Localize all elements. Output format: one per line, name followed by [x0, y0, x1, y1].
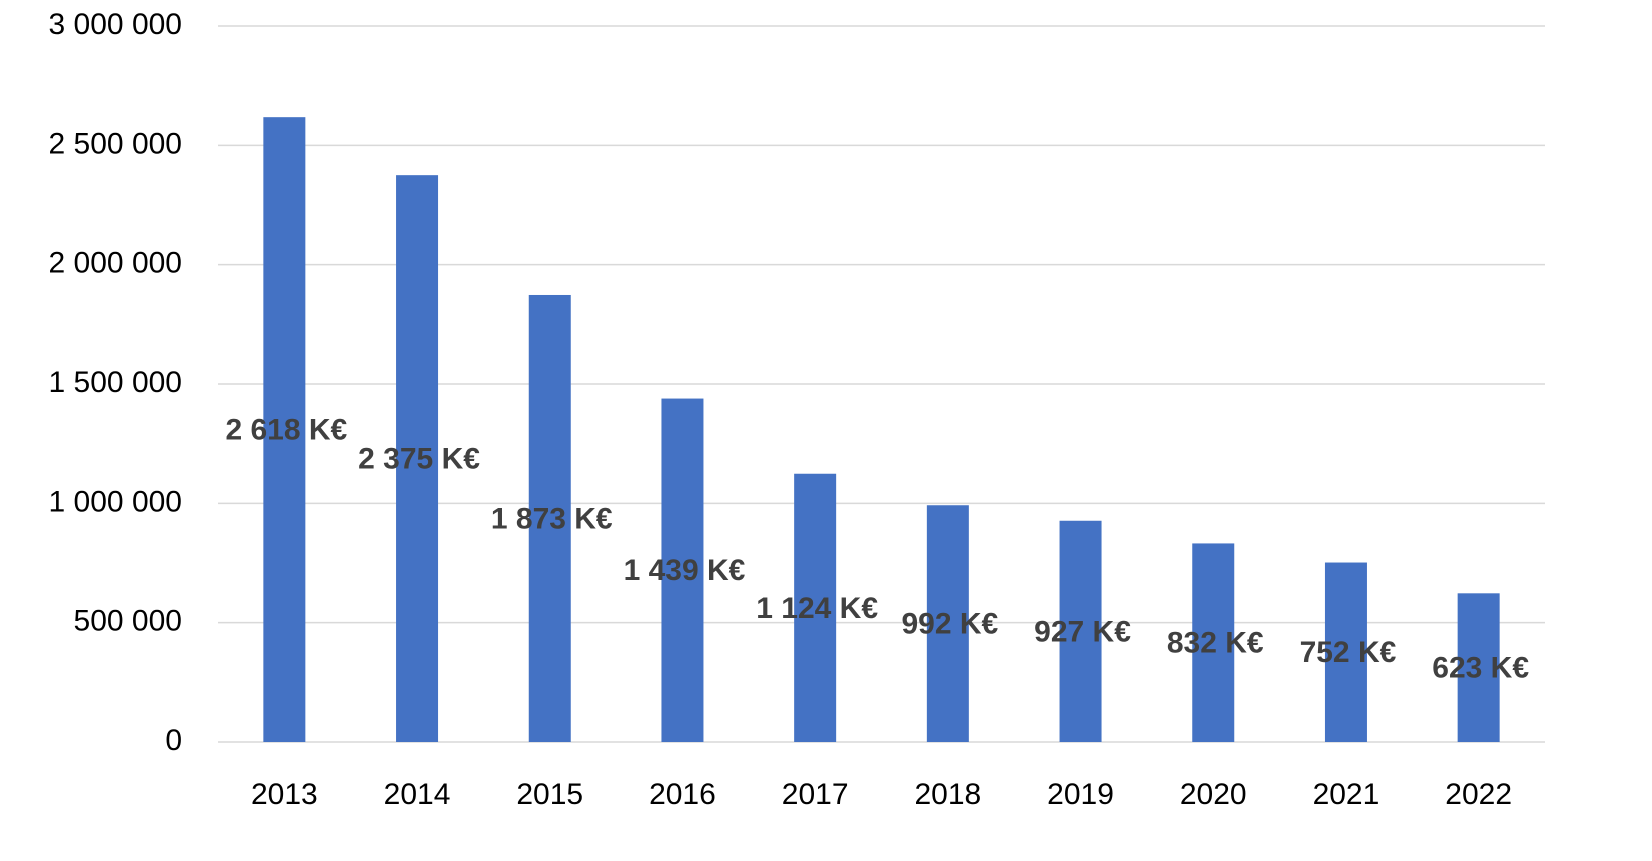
data-label: 2 375 K€ [358, 443, 480, 476]
data-label: 1 439 K€ [624, 554, 746, 587]
x-tick-label: 2021 [1313, 778, 1380, 811]
x-tick-label: 2014 [384, 778, 451, 811]
y-tick-label: 1 500 000 [49, 366, 182, 399]
x-tick-label: 2019 [1047, 778, 1114, 811]
data-label: 752 K€ [1300, 636, 1397, 669]
bar [794, 473, 837, 742]
data-label: 1 124 K€ [756, 592, 878, 625]
x-tick-label: 2018 [914, 778, 981, 811]
bar [1192, 543, 1235, 742]
bar [528, 294, 571, 742]
data-label: 1 873 K€ [491, 502, 613, 535]
bar [661, 398, 704, 742]
y-tick-label: 1 000 000 [49, 485, 182, 518]
x-tick-label: 2013 [251, 778, 318, 811]
x-tick-label: 2022 [1445, 778, 1512, 811]
bar [1324, 562, 1367, 742]
x-tick-label: 2015 [516, 778, 583, 811]
data-label: 927 K€ [1034, 615, 1131, 648]
y-tick-label: 3 000 000 [49, 8, 182, 41]
y-tick-label: 0 [165, 724, 182, 757]
y-tick-label: 2 500 000 [49, 127, 182, 160]
data-label: 623 K€ [1432, 652, 1529, 685]
data-label: 992 K€ [901, 608, 998, 641]
bar [1457, 593, 1500, 742]
y-tick-label: 500 000 [74, 605, 182, 638]
x-tick-label: 2016 [649, 778, 716, 811]
bar [396, 175, 439, 742]
data-label: 832 K€ [1167, 627, 1264, 660]
bar [926, 505, 969, 742]
y-tick-label: 2 000 000 [49, 247, 182, 280]
bar [1059, 520, 1102, 742]
x-tick-label: 2017 [782, 778, 849, 811]
data-label: 2 618 K€ [225, 414, 347, 447]
bar [263, 117, 306, 743]
x-tick-label: 2020 [1180, 778, 1247, 811]
